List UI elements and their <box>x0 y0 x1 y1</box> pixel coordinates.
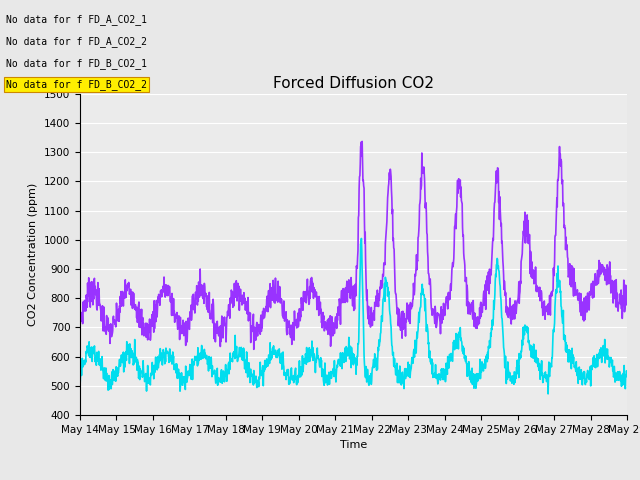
FD_C_CO2_2 <box>623 371 631 376</box>
Line: FD_C_CO2_2: FD_C_CO2_2 <box>80 239 627 394</box>
Title: Forced Diffusion CO2: Forced Diffusion CO2 <box>273 76 434 91</box>
FD_C_CO2_2 <box>559 320 567 325</box>
FD_C_CO2_1 <box>250 347 258 352</box>
FD_C_CO2_1 <box>439 316 447 322</box>
FD_C_CO2_2 <box>544 391 552 397</box>
Text: No data for f FD_A_CO2_2: No data for f FD_A_CO2_2 <box>6 36 147 47</box>
FD_C_CO2_2 <box>198 343 205 348</box>
FD_C_CO2_1 <box>358 139 366 144</box>
FD_C_CO2_1 <box>198 282 205 288</box>
Text: No data for f FD_B_CO2_1: No data for f FD_B_CO2_1 <box>6 58 147 69</box>
FD_C_CO2_2 <box>184 370 192 376</box>
FD_C_CO2_2 <box>358 236 365 241</box>
FD_C_CO2_2 <box>439 371 447 377</box>
FD_C_CO2_2 <box>511 369 518 375</box>
Y-axis label: CO2 Concentration (ppm): CO2 Concentration (ppm) <box>28 183 38 326</box>
FD_C_CO2_2 <box>76 383 84 389</box>
FD_C_CO2_1 <box>511 316 518 322</box>
Text: No data for f FD_A_CO2_1: No data for f FD_A_CO2_1 <box>6 14 147 25</box>
FD_C_CO2_1 <box>559 203 567 209</box>
Text: No data for f FD_B_CO2_2: No data for f FD_B_CO2_2 <box>6 79 147 90</box>
X-axis label: Time: Time <box>340 441 367 450</box>
Legend: FD_C_CO2_1, FD_C_CO2_2: FD_C_CO2_1, FD_C_CO2_2 <box>220 476 488 480</box>
FD_C_CO2_1 <box>76 304 84 310</box>
FD_C_CO2_1 <box>259 316 267 322</box>
FD_C_CO2_1 <box>623 297 631 302</box>
FD_C_CO2_1 <box>184 321 192 326</box>
Line: FD_C_CO2_1: FD_C_CO2_1 <box>80 142 627 349</box>
FD_C_CO2_2 <box>259 363 267 369</box>
